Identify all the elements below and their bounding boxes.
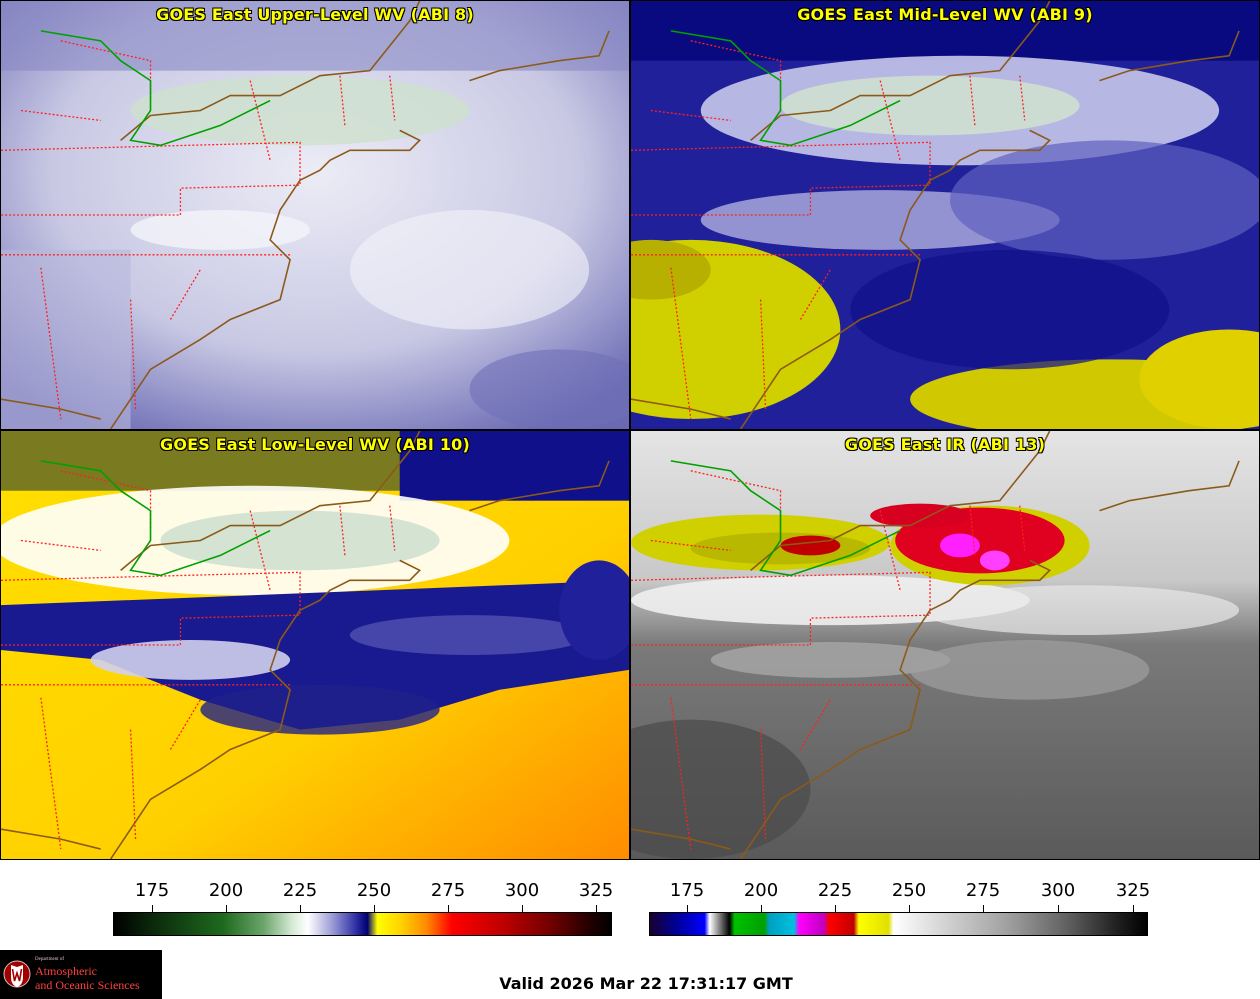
tick-mark: [835, 905, 836, 912]
tick-mark: [909, 905, 910, 912]
tick-mark: [152, 905, 153, 912]
mid-level-wv-image: [631, 1, 1259, 429]
tick-label: 275: [430, 880, 466, 901]
logo-line-2: and Oceanic Sciences: [35, 978, 140, 992]
tick-label: 200: [208, 880, 244, 901]
uw-seal-icon: [3, 960, 31, 988]
tick-label: 300: [1040, 880, 1076, 901]
tick-mark: [300, 905, 301, 912]
tick-label: 200: [743, 880, 779, 901]
ir-colorbar: [649, 912, 1148, 936]
valid-time: Valid 2026 Mar 22 17:31:17 GMT: [499, 974, 793, 993]
panel-ir: GOES East IR (ABI 13): [630, 430, 1260, 860]
tick-label: 225: [282, 880, 318, 901]
tick-label: 225: [817, 880, 853, 901]
tick-mark: [226, 905, 227, 912]
tick-mark: [1058, 905, 1059, 912]
panel-mid-level-wv: GOES East Mid-Level WV (ABI 9): [630, 0, 1260, 430]
tick-mark: [448, 905, 449, 912]
left-colorbar-ticks: 175 200 225 250 275 300 325: [0, 880, 630, 912]
tick-label: 250: [891, 880, 927, 901]
ir-image: [631, 431, 1259, 859]
wv-colorbar: [113, 912, 612, 936]
tick-mark: [687, 905, 688, 912]
panel-title: GOES East IR (ABI 13): [844, 435, 1046, 454]
tick-mark: [522, 905, 523, 912]
department-logo: Department of Atmospheric and Oceanic Sc…: [0, 950, 162, 999]
panel-low-level-wv: GOES East Low-Level WV (ABI 10): [0, 430, 630, 860]
panel-title: GOES East Upper-Level WV (ABI 8): [156, 5, 474, 24]
tick-label: 300: [504, 880, 540, 901]
logo-dept-text: Department of: [35, 957, 65, 962]
tick-mark: [374, 905, 375, 912]
tick-label: 175: [669, 880, 705, 901]
upper-level-wv-image: [1, 1, 629, 429]
tick-label: 325: [578, 880, 614, 901]
right-colorbar-ticks: 175 200 225 250 275 300 325: [630, 880, 1260, 912]
tick-mark: [761, 905, 762, 912]
tick-mark: [983, 905, 984, 912]
tick-label: 175: [134, 880, 170, 901]
panel-title: GOES East Low-Level WV (ABI 10): [159, 435, 470, 454]
tick-label: 250: [356, 880, 392, 901]
tick-mark: [1133, 905, 1134, 912]
tick-label: 325: [1115, 880, 1151, 901]
panel-upper-level-wv: GOES East Upper-Level WV (ABI 8): [0, 0, 630, 430]
logo-line-1: Atmospheric: [35, 964, 97, 978]
tick-mark: [596, 905, 597, 912]
tick-label: 275: [965, 880, 1001, 901]
panel-title: GOES East Mid-Level WV (ABI 9): [797, 5, 1093, 24]
low-level-wv-image: [1, 431, 629, 859]
